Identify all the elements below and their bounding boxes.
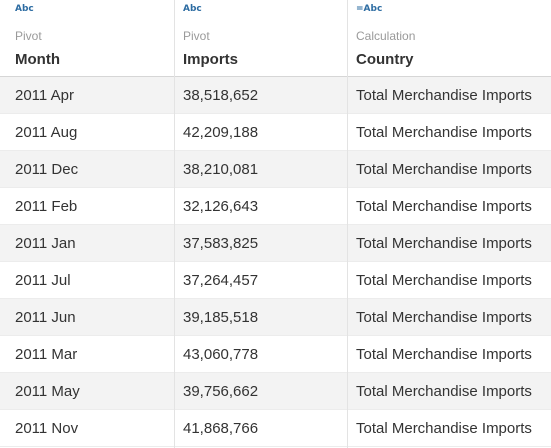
country-cell[interactable]: Total Merchandise Imports (348, 299, 551, 336)
column-title: Month (15, 51, 60, 68)
row-stripe (0, 151, 551, 188)
row-stripe (0, 373, 551, 410)
row-stripe (0, 225, 551, 262)
column-header-imports[interactable]: Abc Pivot Imports (175, 0, 347, 77)
country-cell[interactable]: Total Merchandise Imports (348, 188, 551, 225)
month-cell[interactable]: 2011 Jan (0, 225, 174, 262)
month-cell[interactable]: 2011 Jul (0, 262, 174, 299)
string-type-icon[interactable]: Abc (15, 4, 34, 14)
month-cell[interactable]: 2011 Dec (0, 151, 174, 188)
imports-cell[interactable]: 37,264,457 (175, 262, 347, 299)
imports-cell[interactable]: 39,756,662 (175, 373, 347, 410)
column-imports: Abc Pivot Imports 38,518,652 42,209,188 38… (175, 0, 348, 448)
column-header-month[interactable]: Abc Pivot Month (0, 0, 174, 77)
month-cell[interactable]: 2011 Feb (0, 188, 174, 225)
column-role: Calculation (356, 29, 416, 43)
row-stripe (0, 299, 551, 336)
calculated-string-type-icon[interactable]: =Abc (356, 4, 383, 14)
column-country: =Abc Calculation Country Total Merchandi… (348, 0, 551, 448)
country-cell[interactable]: Total Merchandise Imports (348, 114, 551, 151)
imports-cell[interactable]: 38,210,081 (175, 151, 347, 188)
country-cells: Total Merchandise Imports Total Merchandi… (348, 77, 551, 447)
column-month: Abc Pivot Month 2011 Apr 2011 Aug 2011 Dec… (0, 0, 175, 448)
imports-cell[interactable]: 32,126,643 (175, 188, 347, 225)
month-cell[interactable]: 2011 Apr (0, 77, 174, 114)
month-cell[interactable]: 2011 May (0, 373, 174, 410)
imports-cells: 38,518,652 42,209,188 38,210,081 32,126,643… (175, 77, 347, 447)
month-cell[interactable]: 2011 Jun (0, 299, 174, 336)
month-cell[interactable]: 2011 Aug (0, 114, 174, 151)
country-cell[interactable]: Total Merchandise Imports (348, 225, 551, 262)
imports-cell[interactable]: 38,518,652 (175, 77, 347, 114)
string-type-icon[interactable]: Abc (183, 4, 202, 14)
month-cell[interactable]: 2011 Nov (0, 410, 174, 447)
month-cell[interactable]: 2011 Mar (0, 336, 174, 373)
country-cell[interactable]: Total Merchandise Imports (348, 336, 551, 373)
column-header-country[interactable]: =Abc Calculation Country (348, 0, 551, 77)
row-stripe (0, 77, 551, 114)
column-role: Pivot (15, 29, 42, 43)
column-title: Country (356, 51, 414, 68)
imports-cell[interactable]: 41,868,766 (175, 410, 347, 447)
country-cell[interactable]: Total Merchandise Imports (348, 373, 551, 410)
month-cells: 2011 Apr 2011 Aug 2011 Dec 2011 Feb 2011 Jan… (0, 77, 174, 447)
column-role: Pivot (183, 29, 210, 43)
imports-cell[interactable]: 39,185,518 (175, 299, 347, 336)
column-title: Imports (183, 51, 239, 68)
imports-cell[interactable]: 43,060,778 (175, 336, 347, 373)
country-cell[interactable]: Total Merchandise Imports (348, 410, 551, 447)
country-cell[interactable]: Total Merchandise Imports (348, 151, 551, 188)
imports-cell[interactable]: 37,583,825 (175, 225, 347, 262)
imports-cell[interactable]: 42,209,188 (175, 114, 347, 151)
country-cell[interactable]: Total Merchandise Imports (348, 77, 551, 114)
country-cell[interactable]: Total Merchandise Imports (348, 262, 551, 299)
